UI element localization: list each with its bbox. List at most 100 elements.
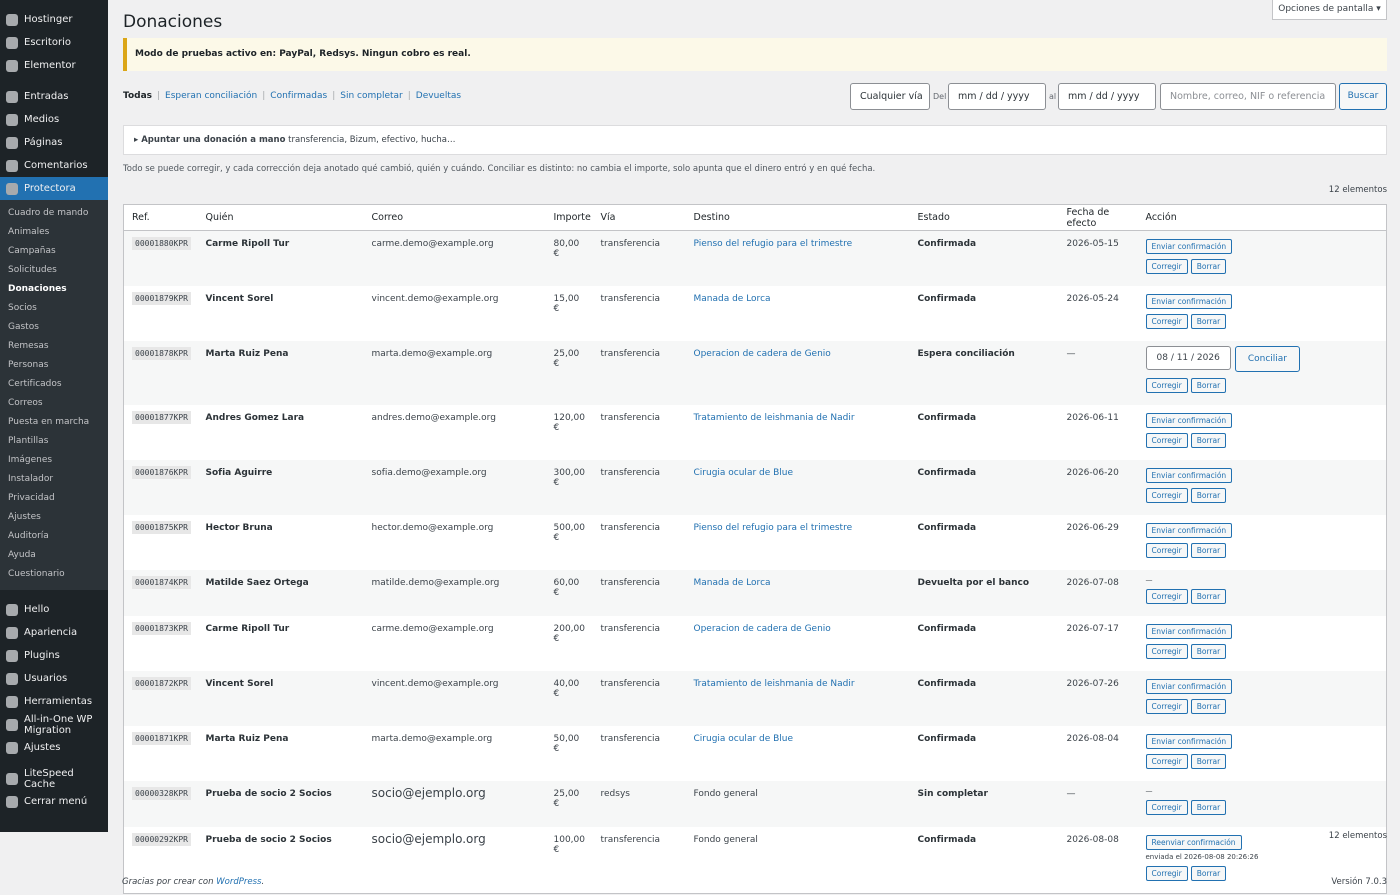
row-button[interactable]: Borrar [1190, 259, 1227, 274]
submenu-item[interactable]: Cuestionario [8, 569, 65, 579]
donation-row: 00000292KPR Prueba de socio 2 Socios socio… [124, 827, 1387, 894]
destination[interactable]: Tratamiento de leishmania de Nadir [693, 679, 855, 689]
menu-item[interactable]: Ajustes [0, 736, 108, 759]
row-button[interactable]: Borrar [1190, 314, 1227, 329]
status-link[interactable]: Confirmadas [270, 91, 328, 101]
status: Confirmada [917, 294, 977, 304]
send-button[interactable]: Enviar confirmación [1145, 624, 1233, 639]
menu-item[interactable]: Escritorio [0, 31, 108, 54]
menu-item[interactable]: Cerrar menú [0, 790, 108, 813]
row-button[interactable]: Corregir [1145, 800, 1188, 815]
submenu-item[interactable]: Correos [8, 398, 43, 408]
search-input[interactable]: Nombre, correo, NIF o referencia [1160, 83, 1336, 110]
row-button[interactable]: Borrar [1190, 754, 1227, 769]
row-button[interactable]: Borrar [1190, 644, 1227, 659]
row-button[interactable]: Corregir [1145, 699, 1188, 714]
send-button[interactable]: Enviar confirmación [1145, 523, 1233, 538]
submenu-item[interactable]: Campañas [8, 246, 56, 256]
submenu-item[interactable]: Personas [8, 360, 49, 370]
button-line: Corregir Borrar [1145, 699, 1379, 719]
menu-item[interactable]: Medios [0, 108, 108, 131]
menu-item[interactable]: Elementor [0, 54, 108, 77]
menu-item[interactable]: Hostinger [0, 8, 108, 31]
submenu-item[interactable]: Certificados [8, 379, 62, 389]
send-button[interactable]: Enviar confirmación [1145, 679, 1233, 694]
row-button[interactable]: Corregir [1145, 433, 1188, 448]
submenu-item[interactable]: Socios [8, 303, 37, 313]
menu-item[interactable]: Páginas [0, 131, 108, 154]
send-button[interactable]: Enviar confirmación [1145, 239, 1233, 254]
row-button[interactable]: Corregir [1145, 644, 1188, 659]
submenu-item[interactable]: Instalador [8, 474, 54, 484]
search-button[interactable]: Buscar [1339, 83, 1387, 110]
menu-item[interactable]: Plugins [0, 644, 108, 667]
row-button[interactable]: Corregir [1145, 259, 1188, 274]
row-button[interactable]: Corregir [1145, 589, 1188, 604]
row-button[interactable]: Corregir [1145, 314, 1188, 329]
submenu-item[interactable]: Donaciones [8, 284, 67, 294]
row-button[interactable]: Corregir [1145, 488, 1188, 503]
row-button[interactable]: Borrar [1190, 488, 1227, 503]
row-button[interactable]: Borrar [1190, 699, 1227, 714]
send-button[interactable]: Enviar confirmación [1145, 413, 1233, 428]
date-to[interactable]: mm / dd / yyyy [1058, 83, 1156, 110]
submenu-item[interactable]: Solicitudes [8, 265, 57, 275]
row-button[interactable]: Corregir [1145, 754, 1188, 769]
submenu-item[interactable]: Ajustes [8, 512, 41, 522]
menu-item[interactable]: Entradas [0, 85, 108, 108]
row-button[interactable]: Borrar [1190, 378, 1227, 393]
status-link[interactable]: Sin completar [340, 91, 403, 101]
destination[interactable]: Cirugia ocular de Blue [693, 468, 794, 478]
status-link[interactable]: Devueltas [415, 91, 462, 101]
menu-icon [6, 182, 18, 195]
destination[interactable]: Cirugia ocular de Blue [693, 734, 794, 744]
submenu-item[interactable]: Privacidad [8, 493, 55, 503]
menu-item[interactable]: Usuarios [0, 667, 108, 690]
menu-item[interactable]: Hello [0, 598, 108, 621]
submenu-item[interactable]: Imágenes [8, 455, 53, 465]
screen-options[interactable]: Opciones de pantalla ▾ [1272, 0, 1387, 20]
submenu-item[interactable]: Animales [8, 227, 50, 237]
row-button[interactable]: Corregir [1145, 543, 1188, 558]
row-button[interactable]: Borrar [1190, 589, 1227, 604]
reconcile-date[interactable]: 08 / 11 / 2026 [1145, 346, 1231, 370]
destination[interactable]: Operacion de cadera de Genio [693, 349, 831, 359]
row-button[interactable]: Borrar [1190, 543, 1227, 558]
row-button[interactable]: Corregir [1145, 866, 1188, 881]
row-button[interactable]: Borrar [1190, 800, 1227, 815]
menu-item[interactable]: Apariencia [0, 621, 108, 644]
destination[interactable]: Operacion de cadera de Genio [693, 624, 831, 634]
send-button[interactable]: Enviar confirmación [1145, 468, 1233, 483]
menu-item[interactable]: LiteSpeed Cache [0, 767, 108, 790]
send-button[interactable]: Enviar confirmación [1145, 294, 1233, 309]
submenu-item[interactable]: Cuadro de mando [8, 208, 89, 218]
menu-item[interactable]: All-in-One WP Migration [0, 713, 108, 736]
destination[interactable]: Tratamiento de leishmania de Nadir [693, 413, 855, 423]
row-button[interactable]: Corregir [1145, 378, 1188, 393]
menu-item[interactable]: Herramientas [0, 690, 108, 713]
row-button[interactable]: Borrar [1190, 866, 1227, 881]
destination[interactable]: Pienso del refugio para el trimestre [693, 239, 853, 249]
submenu-item[interactable]: Ayuda [8, 550, 36, 560]
submenu-item[interactable]: Remesas [8, 341, 49, 351]
footer-link[interactable]: WordPress [216, 877, 262, 887]
menu-icon [6, 59, 18, 72]
menu-item[interactable]: Comentarios [0, 154, 108, 177]
via-select[interactable]: Cualquier vía [850, 83, 930, 110]
destination[interactable]: Pienso del refugio para el trimestre [693, 523, 853, 533]
column-header: Quién [197, 204, 364, 231]
send-button[interactable]: Reenviar confirmación [1145, 835, 1242, 850]
submenu-item[interactable]: Auditoría [8, 531, 49, 541]
destination[interactable]: Manada de Lorca [693, 578, 771, 588]
status-link[interactable]: Esperan conciliación [165, 91, 258, 101]
row-button[interactable]: Borrar [1190, 433, 1227, 448]
menu-item[interactable]: Protectora [0, 177, 108, 200]
submenu-item[interactable]: Plantillas [8, 436, 49, 446]
reconcile-button[interactable]: Conciliar [1234, 346, 1300, 372]
send-button[interactable]: Enviar confirmación [1145, 734, 1233, 749]
destination[interactable]: Manada de Lorca [693, 294, 771, 304]
manual-donation[interactable]: ▸ Apuntar una donación a mano transferen… [123, 125, 1387, 155]
submenu-item[interactable]: Gastos [8, 322, 39, 332]
date-from[interactable]: mm / dd / yyyy [948, 83, 1046, 110]
submenu-item[interactable]: Puesta en marcha [8, 417, 90, 427]
